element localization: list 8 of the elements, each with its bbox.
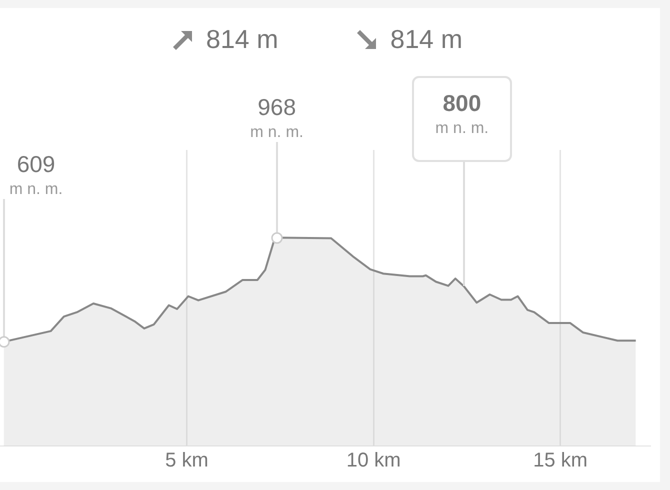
data-label: 800 m n. m. bbox=[412, 76, 512, 162]
text: 814 m bbox=[206, 24, 278, 55]
x-tick-label: 15 km bbox=[533, 450, 588, 472]
text: 814 m bbox=[390, 24, 463, 55]
x-tick-label: 5 km bbox=[165, 450, 208, 472]
x-tick-label: 10 km bbox=[346, 450, 401, 472]
data-label: 609 m n. m. bbox=[8, 150, 64, 200]
data-label: 968 m n. m. bbox=[249, 92, 304, 143]
